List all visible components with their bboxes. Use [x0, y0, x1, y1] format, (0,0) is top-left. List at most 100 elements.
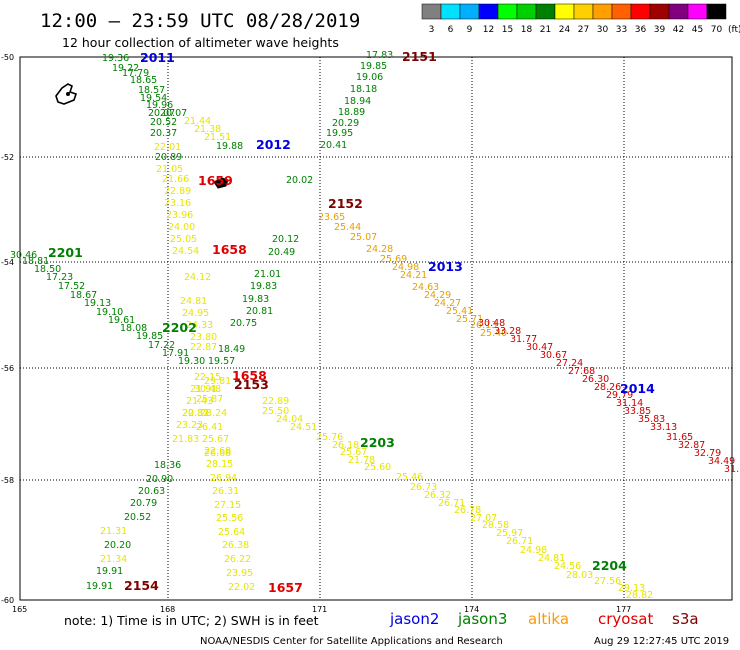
- swh-value: 22.02: [228, 582, 255, 593]
- swh-value: 24.56: [554, 561, 581, 572]
- swh-value: 20.79: [130, 498, 157, 509]
- swh-value: 25.67: [340, 447, 367, 458]
- swh-value: 18.94: [344, 96, 371, 107]
- swh-value: 34.49: [708, 456, 735, 467]
- wave-height-values: 19.3619.2217.7918.6518.5719.5419.9620.07…: [10, 50, 739, 601]
- swh-value: 24.95: [182, 308, 209, 319]
- pass-time-label: 2154: [124, 578, 159, 593]
- swh-value: 19.57: [208, 356, 235, 367]
- scale-swatch: [497, 3, 518, 20]
- swh-value: 24.81: [180, 296, 207, 307]
- swh-value: 28.58: [482, 520, 509, 531]
- swh-value: 24.33: [186, 320, 213, 331]
- swh-value: 25.69: [380, 254, 407, 265]
- swh-value: 23.65: [318, 212, 345, 223]
- swh-value: 20.75: [230, 318, 257, 329]
- swh-value: 29.81: [204, 376, 231, 387]
- scale-label: 33: [616, 25, 627, 35]
- swh-value: 21.66: [162, 174, 189, 185]
- pass-time-label: 1659: [198, 173, 233, 188]
- swh-value: 33.13: [650, 422, 677, 433]
- swh-value: 20.81: [246, 306, 273, 317]
- swh-value: 20.12: [272, 234, 299, 245]
- swh-value: 20.52: [150, 117, 177, 128]
- swh-value: 24.27: [434, 298, 461, 309]
- pass-time-label: 2151: [402, 49, 437, 64]
- lat-label: -54: [1, 258, 14, 267]
- swh-value: 30.67: [540, 350, 567, 361]
- swh-value: 24.21: [400, 270, 427, 281]
- swh-value: 24.98: [520, 545, 547, 556]
- swh-value: 18.89: [338, 107, 365, 118]
- swh-value: 24.29: [424, 290, 451, 301]
- swh-value: 21.01: [254, 269, 281, 280]
- swh-value: 26.68: [204, 448, 231, 459]
- swh-value: 22.68: [204, 446, 231, 457]
- swh-value: 31.: [724, 464, 739, 475]
- pass-time-label: 1657: [268, 580, 303, 595]
- swh-value: 25.60: [364, 462, 391, 473]
- swh-value: 21.78: [348, 455, 375, 466]
- swh-value: 30.48: [478, 318, 505, 329]
- swh-value: 20.49: [268, 247, 295, 258]
- scale-label: 9: [467, 25, 473, 35]
- scale-label: 70: [711, 25, 723, 35]
- swh-value: 31.14: [616, 398, 643, 409]
- swh-value: 26.71: [506, 536, 533, 547]
- scale-swatch: [630, 3, 651, 20]
- swh-value: 32.87: [678, 440, 705, 451]
- swh-value: 26.78: [454, 505, 481, 516]
- swh-value: 19.91: [96, 566, 123, 577]
- swh-value: 24.63: [412, 282, 439, 293]
- scale-swatch: [440, 3, 461, 20]
- swh-value: 21.43: [186, 396, 213, 407]
- swh-value: 20.02: [286, 175, 313, 186]
- swh-value: 17.22: [148, 340, 175, 351]
- swh-value: 26.18: [332, 440, 359, 451]
- lon-label: 168: [160, 605, 175, 614]
- swh-value: 26.71: [438, 498, 465, 509]
- swh-value: 25.87: [196, 394, 223, 405]
- swh-value: 17.52: [58, 281, 85, 292]
- swh-value: 25.07: [350, 232, 377, 243]
- swh-value: 21.51: [204, 132, 231, 143]
- swh-value: 18.57: [138, 85, 165, 96]
- scale-label: 30: [597, 25, 609, 35]
- swh-value: 18.49: [218, 344, 245, 355]
- pass-time-label: 2203: [360, 435, 395, 450]
- lon-label: 177: [616, 605, 631, 614]
- swh-value: 26.94: [210, 473, 237, 484]
- swh-value: 21.91: [190, 384, 217, 395]
- lat-label: -50: [1, 53, 14, 62]
- map-title: 12:00 – 23:59 UTC 08/28/2019: [40, 10, 360, 32]
- swh-value: 25.46: [396, 472, 423, 483]
- legend-item-jason2: jason2: [389, 610, 439, 628]
- swh-value: 19.83: [242, 294, 269, 305]
- swh-value: 30.46: [10, 250, 37, 261]
- swh-value: 26.30: [582, 374, 609, 385]
- scale-swatch: [611, 3, 632, 20]
- scale-unit: (ft): [728, 25, 740, 35]
- swh-value: 22.31: [182, 408, 209, 419]
- swh-value: 32.79: [694, 448, 721, 459]
- swh-value: 19.85: [360, 61, 387, 72]
- swh-value: 21.34: [100, 554, 127, 565]
- swh-value: 23.95: [226, 568, 253, 579]
- swh-value: 24.28: [366, 244, 393, 255]
- swh-value: 18.81: [22, 256, 49, 267]
- swh-value: 18.50: [34, 264, 61, 275]
- swh-value: 25.41: [446, 306, 473, 317]
- island-icon: [55, 83, 78, 105]
- scale-swatch: [516, 3, 537, 20]
- swh-value: 19.61: [108, 315, 135, 326]
- swh-value: 20.52: [124, 512, 151, 523]
- swh-value: 19.91: [86, 581, 113, 592]
- legend-item-jason3: jason3: [457, 610, 507, 628]
- swh-value: 24.98: [392, 262, 419, 273]
- pass-time-label: 2011: [140, 50, 175, 65]
- legend-item-s3a: s3a: [672, 610, 699, 628]
- swh-value: 20.07: [160, 108, 187, 119]
- scale-swatch: [554, 3, 575, 20]
- swh-value: 20.20: [104, 540, 131, 551]
